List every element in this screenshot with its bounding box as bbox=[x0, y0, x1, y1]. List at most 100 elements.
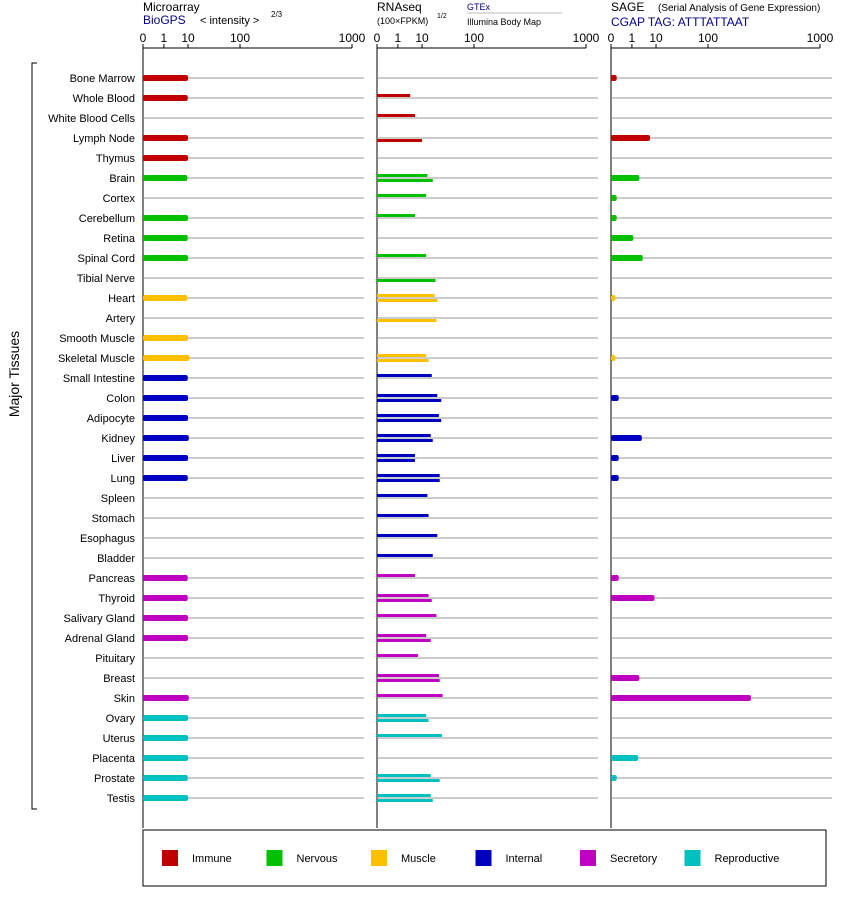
rnaseq-bar bbox=[377, 139, 423, 142]
tissue-label: Liver bbox=[111, 453, 135, 465]
microarray-tick-label: 10 bbox=[181, 31, 195, 45]
tissue-label: Artery bbox=[106, 313, 136, 325]
sage-bar bbox=[611, 775, 617, 781]
microarray-bar bbox=[143, 735, 189, 741]
tissue-label: Pancreas bbox=[89, 573, 136, 585]
tissue-label: Cortex bbox=[103, 193, 136, 205]
tissue-label: Bone Marrow bbox=[70, 73, 135, 85]
tissue-label: Adipocyte bbox=[87, 413, 135, 425]
sage-bar bbox=[611, 135, 651, 141]
microarray-bar bbox=[143, 95, 188, 101]
tissue-label: Esophagus bbox=[80, 533, 136, 545]
microarray-tick-label: 1 bbox=[161, 31, 168, 45]
tissue-label: Breast bbox=[103, 673, 135, 685]
tissue-label: Tibial Nerve bbox=[77, 273, 135, 285]
sage-tick-label: 1 bbox=[629, 31, 636, 45]
rnaseq-bar bbox=[377, 614, 437, 617]
microarray-bar bbox=[143, 595, 188, 601]
tissue-label: Retina bbox=[103, 233, 136, 245]
tissue-label: Heart bbox=[108, 293, 135, 305]
rnaseq-source-gtex[interactable]: GTEx bbox=[467, 2, 491, 12]
y-axis-bracket bbox=[31, 62, 37, 810]
rnaseq-bar bbox=[377, 674, 439, 677]
microarray-bar bbox=[143, 335, 189, 341]
microarray-bar bbox=[143, 715, 189, 721]
legend-swatch bbox=[475, 850, 492, 866]
legend-swatch bbox=[371, 850, 387, 866]
tissue-label: Whole Blood bbox=[73, 93, 135, 105]
rnaseq-bar bbox=[377, 474, 440, 477]
microarray-source[interactable]: BioGPS bbox=[143, 13, 186, 27]
microarray-bar bbox=[143, 415, 189, 421]
rnaseq-tick-label: 1000 bbox=[573, 31, 600, 45]
tissue-label: Small Intestine bbox=[63, 373, 135, 385]
tissue-label: Pituitary bbox=[95, 653, 135, 665]
legend-swatch bbox=[684, 850, 701, 866]
microarray-bar bbox=[143, 75, 189, 81]
sage-bar bbox=[611, 255, 643, 261]
rnaseq-bar bbox=[377, 654, 418, 657]
rnaseq-tick-label: 100 bbox=[464, 31, 484, 45]
rnaseq-bar bbox=[377, 394, 438, 397]
sage-bar bbox=[611, 215, 617, 221]
rnaseq-bar bbox=[377, 634, 427, 637]
rnaseq-source-illumina[interactable]: Illumina Body Map bbox=[467, 17, 541, 27]
sage-bar bbox=[611, 755, 639, 761]
rnaseq-bar bbox=[377, 779, 440, 782]
rnaseq-bar bbox=[377, 94, 411, 97]
legend-label: Nervous bbox=[297, 853, 338, 865]
sage-bar bbox=[611, 475, 619, 481]
tissue-label: Placenta bbox=[92, 753, 136, 765]
rnaseq-bar bbox=[377, 454, 415, 457]
sage-bar bbox=[611, 355, 616, 361]
tissue-label: Spleen bbox=[101, 493, 135, 505]
microarray-bar bbox=[143, 635, 189, 641]
sage-bar bbox=[611, 435, 642, 441]
legend-swatch bbox=[266, 850, 283, 866]
tissue-label: Skeletal Muscle bbox=[58, 353, 135, 365]
tissue-label: Thyroid bbox=[98, 593, 135, 605]
tissue-label: Kidney bbox=[101, 433, 135, 445]
tissue-label: Adrenal Gland bbox=[65, 633, 135, 645]
legend-label: Muscle bbox=[401, 853, 436, 865]
rnaseq-bar bbox=[377, 354, 427, 357]
microarray-bar bbox=[143, 295, 188, 301]
rnaseq-bar bbox=[377, 794, 431, 797]
tissue-label: Uterus bbox=[103, 733, 136, 745]
rnaseq-bar bbox=[377, 114, 415, 117]
microarray-bar bbox=[143, 475, 188, 481]
rnaseq-tick-label: 10 bbox=[415, 31, 429, 45]
legend-swatch bbox=[580, 850, 596, 866]
sage-source[interactable]: CGAP TAG: ATTTATTAAT bbox=[611, 15, 750, 29]
microarray-bar bbox=[143, 175, 188, 181]
microarray-bar bbox=[143, 795, 189, 801]
rnaseq-bar bbox=[377, 554, 433, 557]
rnaseq-bar bbox=[377, 419, 442, 422]
rnaseq-bar bbox=[377, 399, 442, 402]
microarray-bar bbox=[143, 435, 189, 441]
tissue-label: Cerebellum bbox=[79, 213, 135, 225]
legend-label: Internal bbox=[506, 853, 543, 865]
microarray-bar bbox=[143, 255, 189, 261]
rnaseq-bar bbox=[377, 359, 429, 362]
y-axis-label: Major Tissues bbox=[6, 331, 22, 417]
sage-title: SAGE bbox=[611, 0, 644, 14]
rnaseq-bar bbox=[377, 279, 436, 282]
microarray-tick-label: 100 bbox=[230, 31, 250, 45]
rnaseq-bar bbox=[377, 679, 440, 682]
microarray-bar bbox=[143, 395, 189, 401]
tissue-label: Lung bbox=[111, 473, 135, 485]
rnaseq-bar bbox=[377, 714, 427, 717]
rnaseq-unit-exp: 1/2 bbox=[437, 13, 447, 20]
legend-swatch bbox=[162, 850, 178, 866]
microarray-unit: < intensity > bbox=[200, 15, 259, 27]
sage-tick-label: 0 bbox=[608, 31, 615, 45]
sage-bar bbox=[611, 295, 616, 301]
tissue-label: Ovary bbox=[106, 713, 136, 725]
rnaseq-bar bbox=[377, 494, 428, 497]
tissue-label: Brain bbox=[109, 173, 135, 185]
rnaseq-tick-label: 1 bbox=[395, 31, 402, 45]
rnaseq-bar bbox=[377, 319, 437, 322]
microarray-tick-label: 1000 bbox=[339, 31, 366, 45]
rnaseq-bar bbox=[377, 434, 431, 437]
